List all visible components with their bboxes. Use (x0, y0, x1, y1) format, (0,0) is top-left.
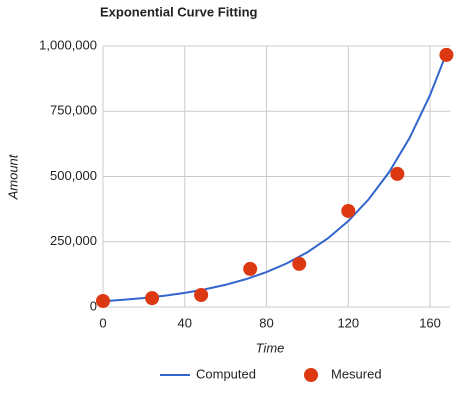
point (145, 291, 160, 306)
legend-swatch (304, 368, 318, 382)
y-tick-label: 250,000 (50, 233, 97, 248)
x-tick-label: 0 (99, 315, 106, 330)
x-tick-label: 160 (419, 315, 441, 330)
point (243, 261, 258, 276)
x-tick-label: 80 (259, 315, 273, 330)
point (96, 293, 110, 308)
x-axis-label: Time (256, 340, 285, 355)
y-tick-label: 500,000 (50, 168, 97, 183)
legend-label: Mesured (331, 366, 382, 381)
point (194, 287, 209, 302)
point (292, 256, 307, 271)
y-tick-label: 0 (90, 298, 97, 313)
point (439, 47, 454, 62)
chart-title: Exponential Curve Fitting (100, 4, 258, 19)
y-tick-label: 1,000,000 (39, 37, 97, 52)
point (341, 203, 356, 218)
legend-label: Computed (196, 366, 256, 381)
point (390, 166, 405, 181)
y-tick-label: 750,000 (50, 103, 97, 118)
line (102, 52, 448, 303)
x-tick-label: 40 (178, 315, 192, 330)
y-axis-label: Amount (5, 153, 20, 200)
x-tick-label: 120 (337, 315, 359, 330)
